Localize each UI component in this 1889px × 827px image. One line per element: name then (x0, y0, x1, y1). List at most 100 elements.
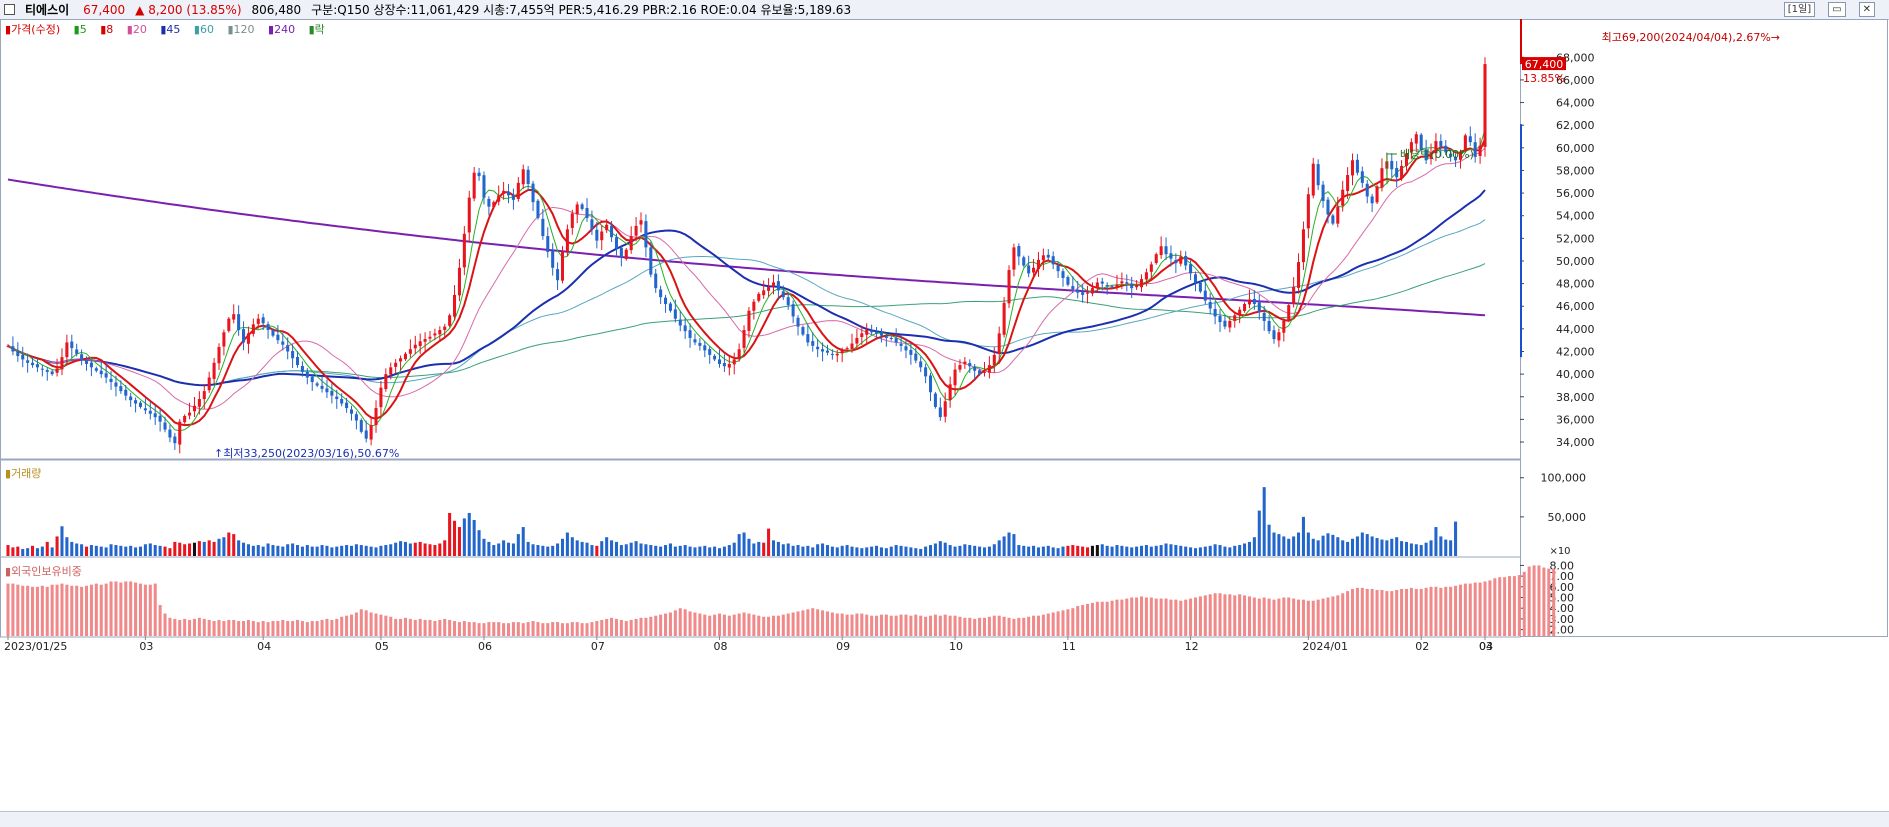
candle-body (1007, 270, 1011, 304)
volume-bar (1454, 521, 1458, 556)
volume-bar (1346, 541, 1350, 556)
candle-body (1017, 246, 1021, 257)
close-icon[interactable]: ✕ (1858, 2, 1875, 17)
foreign-ratio-bar (634, 618, 638, 636)
volume-bar (178, 542, 182, 556)
foreign-ratio-bar (732, 614, 736, 636)
candle-body (732, 359, 736, 365)
candle-body (1272, 330, 1276, 340)
foreign-ratio-bar (791, 612, 795, 636)
foreign-ratio-bar (119, 582, 123, 636)
volume-bar (1164, 543, 1168, 556)
legend-drop: ▮락 (308, 23, 325, 36)
volume-bar (551, 545, 555, 556)
volume-bar (1174, 545, 1178, 556)
foreign-ratio-bar (889, 615, 893, 636)
volume-legend: ▮거래량 (5, 467, 42, 480)
candle-body (487, 198, 491, 207)
price-tick-label: 36,000 (1556, 413, 1595, 426)
candle-body (1027, 265, 1031, 274)
foreign-ratio-bar (31, 586, 35, 636)
volume-bar (1365, 534, 1369, 556)
volume-bar (1154, 545, 1158, 556)
volume-bar (1081, 546, 1085, 556)
volume-bar (747, 538, 751, 556)
volume-bar (644, 544, 648, 556)
candle-body (1213, 308, 1217, 317)
foreign-ratio-bar (1238, 594, 1242, 636)
foreign-ratio-bar (639, 617, 643, 636)
foreign-ratio-bar (1135, 597, 1139, 636)
candle-body (217, 346, 221, 364)
candle-body (1051, 256, 1055, 265)
volume-bar (904, 546, 908, 556)
foreign-ratio-bar (860, 613, 864, 636)
x-axis-label: 03 (139, 640, 153, 653)
volume-bar (830, 546, 834, 556)
volume-bar (673, 546, 677, 556)
period-button[interactable]: [1일] (1783, 2, 1816, 17)
candle-body (1483, 64, 1487, 147)
chart-area[interactable]: 34,000 36,000 38,000 40,000 42,000 44,000 46,0… (0, 19, 1889, 811)
foreign-ratio-bar (1375, 590, 1379, 636)
window-menu-icon[interactable] (4, 4, 15, 15)
volume-bar (1375, 538, 1379, 556)
current-price-label: 67,400 (1525, 58, 1564, 71)
candle-body (786, 297, 790, 306)
volume-bar (502, 540, 506, 556)
volume-bar (526, 541, 530, 556)
foreign-ratio-bar (968, 617, 972, 636)
foreign-ratio-bar (448, 619, 452, 636)
price-tick-label: 38,000 (1556, 391, 1595, 404)
foreign-ratio-bar (1076, 606, 1080, 636)
minimize-icon[interactable]: ▭ (1828, 2, 1846, 17)
volume-bar (389, 544, 393, 556)
foreign-ratio-bar (673, 610, 677, 636)
foreign-ratio-bar (335, 618, 339, 636)
candle-body (467, 197, 471, 233)
volume-bar (796, 545, 800, 556)
foreign-ratio-bar (1002, 616, 1006, 636)
candle-body (889, 337, 893, 340)
horizontal-scrollbar[interactable] (0, 811, 1889, 827)
volume-bar (192, 542, 196, 556)
volume-bar (1287, 538, 1291, 556)
foreign-ratio-bar (99, 584, 103, 636)
stock-info-bar: 티에스이 67,400 ▲ 8,200 (13.85%) 806,480 구분:… (0, 0, 1889, 20)
candle-body (212, 362, 216, 379)
foreign-ratio-bar (865, 614, 869, 636)
foreign-ratio-bar (1547, 568, 1551, 636)
foreign-ratio-bar (688, 611, 692, 636)
volume-bar (148, 543, 152, 556)
foreign-ratio-bar (1159, 598, 1163, 636)
volume-bar (399, 541, 403, 556)
candle-body (1169, 253, 1173, 259)
foreign-ratio-bar (1066, 609, 1070, 636)
foreign-ratio-bar (40, 585, 44, 636)
candle-body (865, 330, 869, 335)
foreign-ratio-bar (320, 619, 324, 636)
candle-body (232, 314, 236, 320)
foreign-ratio-bar (1409, 587, 1413, 636)
foreign-ratio-bar (904, 614, 908, 636)
foreign-ratio-bar (1032, 615, 1036, 636)
candle-body (565, 229, 569, 252)
price-panel-frame (0, 19, 1521, 460)
volume-bar (104, 547, 108, 556)
foreign-ratio-bar (610, 617, 614, 636)
volume-bar (595, 545, 599, 556)
volume-bar (698, 546, 702, 556)
price-tick-label: 62,000 (1556, 119, 1595, 132)
foreign-ratio-bar (129, 581, 133, 636)
foreign-ratio-bar (1537, 565, 1541, 636)
volume-bar (767, 528, 771, 556)
candle-body (1135, 285, 1139, 288)
candle-body (767, 287, 771, 291)
candle-body (1473, 142, 1477, 157)
candle-body (634, 225, 638, 236)
foreign-ratio-bar (1164, 598, 1168, 636)
candle-body (168, 429, 172, 438)
candle-body (884, 336, 888, 338)
candle-body (1321, 184, 1325, 201)
price-tick-label: 52,000 (1556, 232, 1595, 245)
